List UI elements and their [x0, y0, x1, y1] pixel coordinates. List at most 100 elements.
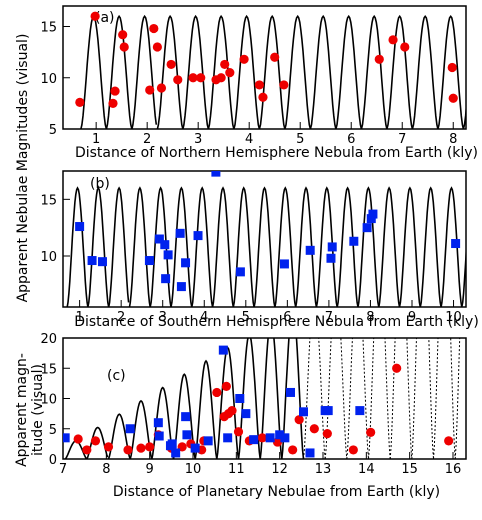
curve-arc — [281, 338, 305, 459]
curve-arc — [258, 14, 286, 129]
x-tick-label: 7 — [398, 132, 406, 147]
data-point-circle — [257, 433, 267, 443]
data-point-square — [154, 234, 164, 244]
data-point-circle — [388, 35, 398, 45]
curve-arc — [411, 14, 439, 129]
curve-arc — [211, 186, 235, 307]
data-point-circle — [392, 363, 402, 373]
data-point-square — [299, 407, 308, 417]
curve-arc — [433, 338, 456, 459]
curve-arc — [128, 186, 151, 307]
data-point-circle — [196, 73, 206, 83]
data-point-circle — [444, 436, 454, 446]
x-tick-label: 8 — [366, 310, 374, 325]
data-point-circle — [288, 445, 298, 455]
data-point-square — [355, 406, 365, 416]
data-point-square — [218, 345, 228, 355]
data-point-square — [235, 267, 245, 277]
curve-arc — [156, 14, 184, 129]
x-tick-label: 6 — [283, 310, 291, 325]
data-point-circle — [233, 427, 244, 437]
curve-arc — [131, 14, 158, 129]
curve-arc — [284, 14, 312, 129]
curve-arc — [346, 338, 369, 459]
data-point-square — [323, 406, 333, 416]
y-tick-label: 5 — [49, 123, 57, 138]
data-point-circle — [225, 68, 235, 78]
data-point-square — [211, 171, 221, 177]
x-tick-label: 16 — [445, 462, 462, 477]
x-tick-label: 9 — [146, 462, 154, 477]
data-point-square — [305, 448, 315, 458]
data-point-square — [97, 257, 107, 267]
curve-arc — [182, 14, 210, 129]
curve-arc — [253, 186, 276, 307]
x-tick-label: 9 — [408, 310, 416, 325]
panel-c-y-title-line1: Apparent magn- — [14, 353, 30, 467]
data-point-square — [182, 430, 192, 440]
x-tick-label: 4 — [245, 132, 253, 147]
data-point-square — [241, 409, 251, 419]
data-point-square — [265, 433, 275, 443]
curve-arc — [172, 373, 196, 459]
curve-arc — [315, 186, 338, 307]
data-points — [75, 171, 461, 292]
x-tick-label: 12 — [271, 462, 288, 477]
panel-b: 1 2 3 4 5 6 7 8 9 10 10 15 (b) Distance of Southern H… — [40, 170, 479, 330]
data-point-circle — [188, 73, 198, 83]
data-points — [75, 11, 458, 108]
data-point-circle — [309, 424, 319, 434]
data-point-square — [235, 394, 245, 403]
plot-frame — [62, 170, 467, 308]
data-point-square — [362, 223, 372, 233]
y-tick-label: 15 — [40, 362, 57, 377]
x-tick-label: 13 — [315, 462, 332, 477]
x-tick-label: 5 — [242, 310, 250, 325]
data-point-circle — [136, 443, 146, 453]
data-point-circle — [166, 59, 176, 70]
data-point-circle — [145, 85, 155, 95]
data-point-square — [451, 239, 461, 249]
data-point-circle — [90, 436, 101, 446]
data-point-circle — [348, 445, 358, 455]
data-point-square — [275, 430, 285, 440]
curve-arc — [461, 242, 466, 307]
curve-arc — [274, 186, 297, 307]
data-point-circle — [108, 98, 118, 108]
y-tick-label: 15 — [40, 193, 57, 208]
data-point-circle — [75, 97, 85, 107]
x-axis-title: Distance of Planetary Nebulae from Earth… — [113, 484, 440, 500]
panel-tag: (c) — [107, 368, 126, 384]
data-point-circle — [221, 381, 231, 391]
x-tick-label: 3 — [194, 132, 202, 147]
curve-arc — [411, 338, 434, 459]
data-point-circle — [294, 415, 304, 425]
x-tick-label: 7 — [59, 462, 67, 477]
data-point-circle — [119, 42, 129, 52]
data-point-circle — [447, 62, 457, 73]
curve-arc — [389, 338, 413, 459]
shared-y-axis-title: Apparent Nebulae Magnitudes (visual) — [15, 34, 31, 303]
data-point-square — [175, 228, 185, 238]
data-point-circle — [212, 387, 222, 398]
curve-arc — [149, 186, 172, 307]
curve-arc — [194, 359, 218, 459]
data-point-circle — [145, 442, 155, 452]
panel-tag: (b) — [90, 176, 110, 192]
x-tick-label: 14 — [358, 462, 375, 477]
panel-c-y-title-line2: itude (visual) — [30, 364, 46, 456]
y-tick-label: 10 — [40, 72, 57, 87]
curve-arc — [336, 186, 359, 307]
curve-arc — [440, 186, 463, 307]
data-points — [63, 345, 454, 458]
x-tick-label: 11 — [228, 462, 245, 477]
curve-arc — [357, 186, 380, 307]
data-point-circle — [270, 52, 280, 62]
data-point-square — [161, 274, 171, 284]
data-point-circle — [366, 427, 376, 437]
panel-a: 1 2 3 4 5 6 7 8 5 10 15 (a) Distance of Northern Hem… — [40, 5, 478, 161]
data-point-square — [326, 253, 336, 263]
curve-arc — [87, 186, 110, 307]
data-point-square — [63, 433, 70, 443]
curve-arc — [398, 186, 422, 307]
